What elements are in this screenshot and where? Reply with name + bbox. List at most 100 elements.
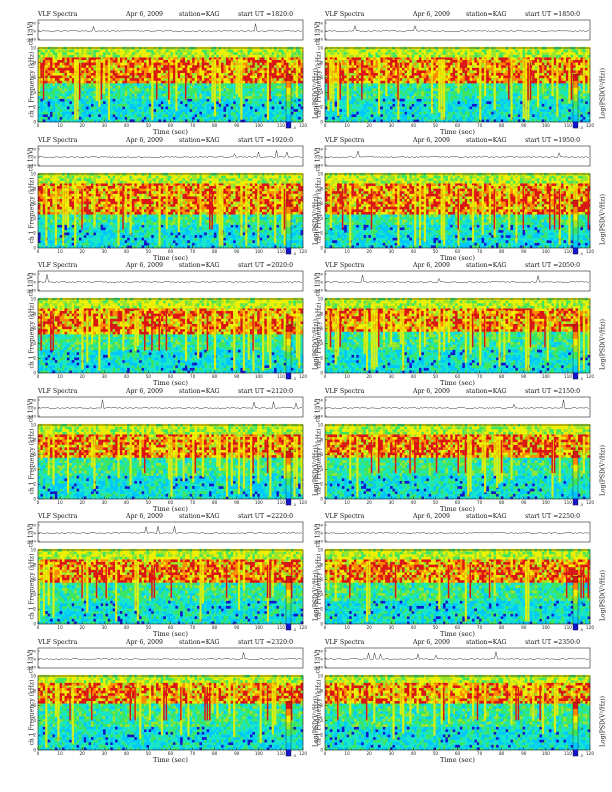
frequency-tick-label: 10 (31, 171, 37, 176)
time-tick-label: 70 (477, 249, 483, 254)
time-tick-label: 120 (299, 249, 307, 254)
time-tick-label: 90 (234, 123, 240, 128)
time-tick-label: 80 (499, 123, 505, 128)
panel-station: station=KAG (179, 262, 220, 269)
colorbar-tick-label: -4 (580, 601, 584, 605)
time-axis: 0 10 20 30 40 50 60 70 80 90 100 110 120 (37, 245, 307, 254)
colorbar-tick-label: -3 (580, 449, 584, 453)
time-tick-label: 100 (255, 374, 263, 379)
channel-tick-label: -0.30 (313, 162, 323, 167)
time-tick-label: 110 (564, 500, 572, 505)
channel-tick-label: 0.00 (315, 405, 324, 410)
colorbar-swatch (286, 582, 291, 590)
channel-tick-label: 0.00 (315, 280, 324, 285)
time-tick-label: 40 (411, 500, 417, 505)
time-tick-label: 100 (255, 123, 263, 128)
frequency-tick-label: 10 (318, 422, 324, 427)
waveform-strip: 0.30 0.00 -0.30 (26, 145, 304, 167)
colorbar: -5 -4 -3 (285, 72, 297, 130)
time-tick-label: 110 (564, 374, 572, 379)
time-tick-label: 70 (190, 625, 196, 630)
channel-tick-label: 0.30 (28, 21, 37, 26)
frequency-tick-label: 10 (318, 548, 324, 553)
time-axis-label: Time (sec) (325, 630, 590, 638)
channel-tick-label: -0.30 (26, 162, 36, 167)
channel-tick-label: 0.00 (28, 154, 37, 159)
colorbar-swatch (573, 582, 578, 590)
frequency-tick-label: 10 (318, 46, 324, 51)
colorbar-swatch (573, 609, 578, 617)
colorbar-tick-label: -3 (580, 323, 584, 327)
waveform-trace (37, 399, 303, 409)
colorbar-swatch (573, 94, 578, 102)
panel-station: station=KAG (466, 513, 507, 520)
waveform-trace (324, 531, 590, 535)
channel-tick-label: -0.30 (313, 413, 323, 418)
panel-date: Apr 6, 2009 (413, 262, 450, 269)
time-axis-label: Time (sec) (38, 505, 303, 513)
colorbar-swatch (573, 701, 578, 709)
time-tick-label: 120 (299, 374, 307, 379)
panel-start-ut: start UT =1950:0 (525, 137, 580, 144)
colorbar-swatch (573, 80, 578, 88)
waveform-strip: 0.30 0.00 -0.30 (313, 396, 591, 418)
frequency-tick-label: 2 (320, 481, 323, 486)
time-axis-label: Time (sec) (325, 128, 590, 136)
time-tick-label: 20 (366, 751, 372, 756)
colorbar: -5 -4 -3 (572, 198, 584, 256)
colorbar-swatch (573, 121, 578, 129)
frequency-tick-label: 4 (320, 466, 323, 471)
channel-tick-label: -0.30 (313, 664, 323, 669)
frequency-tick-label: 0 (320, 496, 323, 501)
time-tick-label: 70 (190, 500, 196, 505)
time-tick-label: 80 (212, 500, 218, 505)
colorbar-swatch (573, 748, 578, 756)
channel-tick-label: 0.30 (315, 146, 324, 151)
time-tick-label: 120 (586, 123, 594, 128)
frequency-axis: 0 2 4 6 8 10 (318, 548, 328, 627)
frequency-tick-label: 0 (320, 120, 323, 125)
waveform-strip: 0.30 0.00 -0.30 (26, 647, 304, 669)
panel-date: Apr 6, 2009 (413, 11, 450, 18)
time-tick-label: 20 (366, 123, 372, 128)
time-axis: 0 10 20 30 40 50 60 70 80 90 100 110 120 (37, 496, 307, 505)
colorbar-swatch (286, 121, 291, 129)
colorbar-swatch (573, 331, 578, 339)
colorbar-tick-label: -3 (293, 323, 297, 327)
time-tick-label: 20 (79, 249, 85, 254)
colorbar-swatch (573, 497, 578, 505)
colorbar-swatch (286, 589, 291, 597)
colorbar-swatch (573, 87, 578, 95)
spectrogram-heatmap (325, 297, 591, 374)
colorbar-tick-label: -4 (580, 476, 584, 480)
spectrogram-panel: VLF Spectra Apr 6, 2009 station=KAG start U… (313, 638, 606, 764)
frequency-tick-label: 6 (320, 452, 323, 457)
colorbar-swatch (286, 94, 291, 102)
time-tick-label: 80 (212, 249, 218, 254)
panel-title: VLF Spectra (38, 639, 77, 646)
waveform-trace (324, 149, 589, 158)
time-tick-label: 120 (586, 625, 594, 630)
time-tick-label: 30 (389, 500, 395, 505)
frequency-tick-label: 0 (320, 245, 323, 250)
time-axis-label: Time (sec) (325, 379, 590, 387)
colorbar-swatch (286, 609, 291, 617)
frequency-tick-label: 0 (33, 747, 36, 752)
time-tick-label: 50 (433, 500, 439, 505)
colorbar-swatch (286, 497, 291, 505)
time-tick-label: 50 (146, 249, 152, 254)
time-axis: 0 10 20 30 40 50 60 70 80 90 100 110 120 (37, 621, 307, 630)
colorbar-tick-label: -4 (580, 99, 584, 103)
channel-tick-label: -0.30 (26, 288, 36, 293)
frequency-tick-label: 2 (320, 732, 323, 737)
colorbar-swatch (573, 107, 578, 115)
colorbar-swatch (286, 457, 291, 465)
colorbar-tick-label: -4 (293, 99, 297, 103)
colorbar-swatch (573, 596, 578, 604)
frequency-axis: 0 2 4 6 8 10 (31, 422, 41, 501)
time-tick-label: 20 (79, 625, 85, 630)
waveform-strip: 0.30 0.00 -0.30 (313, 647, 591, 669)
